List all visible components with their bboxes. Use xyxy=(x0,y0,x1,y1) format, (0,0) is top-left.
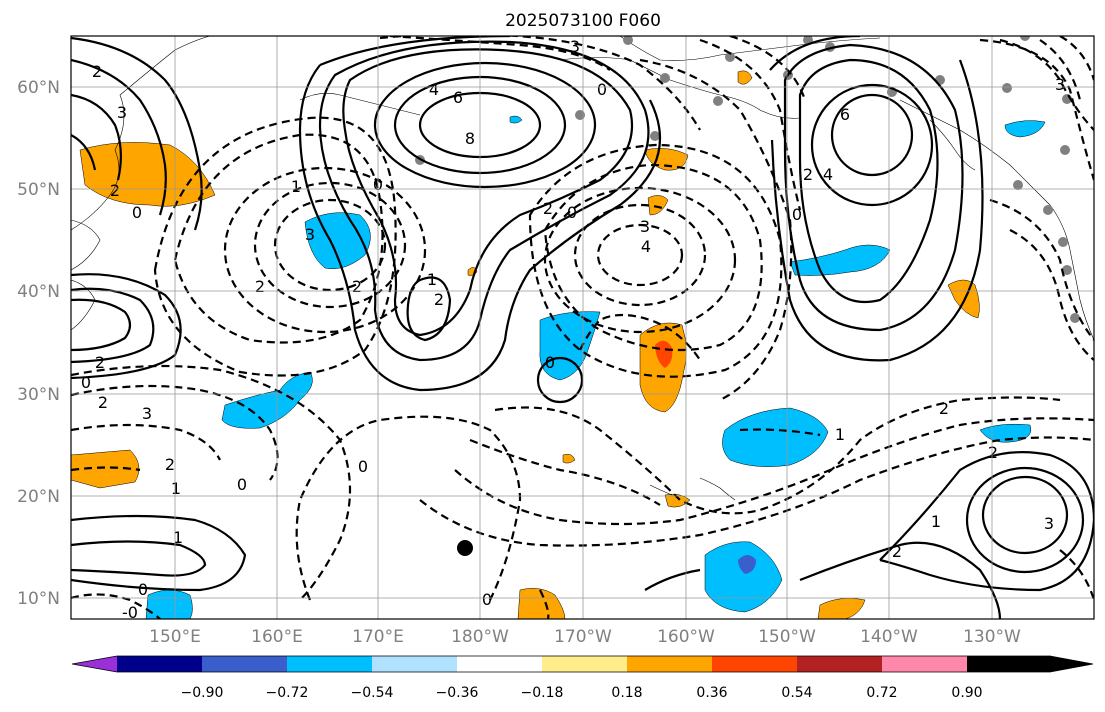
longitude-axis: 150°E 160°E 170°E 180°W 170°W 160°W 150°… xyxy=(149,627,1021,647)
contour-label: 1 xyxy=(173,528,183,547)
colorbar-segment xyxy=(712,656,797,672)
contour-label: 8 xyxy=(465,129,475,148)
contour-label: 2 xyxy=(803,165,813,184)
contour-label: 1 xyxy=(171,479,181,498)
contour-label: 1 xyxy=(427,270,437,289)
lat-label: 20°N xyxy=(17,487,60,507)
colorbar-segment xyxy=(967,656,1093,672)
lon-label: 130°W xyxy=(963,627,1021,647)
lon-label: 160°E xyxy=(251,627,303,647)
lon-label: 150°W xyxy=(758,627,816,647)
contour-label: 2 xyxy=(92,62,102,81)
colorbar-tick: 0.36 xyxy=(696,685,727,701)
map-area: 2 3 2 0 4 6 8 3 0 6 4 2 0 1 0 3 2 2 2 0 … xyxy=(71,36,1094,622)
colorbar-segment xyxy=(202,656,287,672)
lon-label: 150°E xyxy=(149,627,201,647)
storm-marker xyxy=(457,540,473,556)
colorbar-tick: −0.18 xyxy=(521,685,564,701)
colorbar-tick: 0.72 xyxy=(866,685,897,701)
colorbar-segment xyxy=(542,656,627,672)
colorbar-tick: −0.54 xyxy=(351,685,394,701)
colorbar-tick: −0.36 xyxy=(436,685,479,701)
contour-label: -0 xyxy=(122,603,138,622)
lon-label: 170°E xyxy=(352,627,404,647)
contour-label: 0 xyxy=(597,80,607,99)
contour-label: 3 xyxy=(640,217,650,236)
colorbar-tick: 0.90 xyxy=(951,685,982,701)
gridlines xyxy=(71,36,1094,619)
negative-anomaly-shading xyxy=(145,115,1046,619)
contour-label: 2 xyxy=(434,290,444,309)
lat-label: 10°N xyxy=(17,589,60,609)
contour-label: 2 xyxy=(255,277,265,296)
map-title: 2025073100 F060 xyxy=(505,11,661,31)
colorbar-tick: −0.72 xyxy=(266,685,309,701)
contour-label: 2 xyxy=(892,542,902,561)
colorbar: −0.90 −0.72 −0.54 −0.36 −0.18 0.18 0.36 … xyxy=(71,655,1094,701)
contour-label: 2 xyxy=(95,353,105,372)
contour-label: 0 xyxy=(81,373,91,392)
colorbar-segment xyxy=(117,656,202,672)
contour-label: 0 xyxy=(792,205,802,224)
lon-label: 140°W xyxy=(860,627,918,647)
colorbar-segment xyxy=(882,656,967,672)
contour-label: 0 xyxy=(237,475,247,494)
colorbar-segment xyxy=(797,656,882,672)
contour-label: 3 xyxy=(305,225,315,244)
contour-label: 4 xyxy=(641,237,651,256)
lon-label: 170°W xyxy=(554,627,612,647)
contour-label: 2 xyxy=(988,443,998,462)
contour-label: 0 xyxy=(482,590,492,609)
colorbar-segment xyxy=(72,656,117,672)
contour-label: 2 xyxy=(352,277,362,296)
contour-label: 2 xyxy=(110,181,120,200)
colorbar-segment xyxy=(287,656,372,672)
colorbar-tick: 0.18 xyxy=(611,685,642,701)
colorbar-segment xyxy=(457,656,542,672)
latitude-axis: 60°N 50°N 40°N 30°N 20°N 10°N xyxy=(17,78,60,609)
lat-label: 60°N xyxy=(17,78,60,98)
contour-label: 2 xyxy=(939,399,949,418)
contour-label: 2 xyxy=(165,455,175,474)
contour-label: 4 xyxy=(429,80,439,99)
dashed-contours xyxy=(71,36,1094,619)
lon-label: 160°W xyxy=(657,627,715,647)
contour-label: 0 xyxy=(358,457,368,476)
colorbar-segment xyxy=(372,656,457,672)
contour-label: 4 xyxy=(823,165,833,184)
contour-label: 1 xyxy=(291,177,301,196)
contour-label: 3 xyxy=(570,37,580,56)
colorbar-tick: 0.54 xyxy=(781,685,812,701)
contour-label: 0 xyxy=(138,580,148,599)
lon-label: 180°W xyxy=(451,627,509,647)
lat-label: 30°N xyxy=(17,385,60,405)
contour-label: 0 xyxy=(567,203,577,222)
contour-label: 3 xyxy=(1044,514,1054,533)
colorbar-segment xyxy=(627,656,712,672)
contour-label: 0 xyxy=(132,203,142,222)
contour-label: 2 xyxy=(98,393,108,412)
contour-label: 6 xyxy=(453,88,463,107)
contour-label: 3 xyxy=(117,103,127,122)
contour-label: 2 xyxy=(543,199,553,218)
contour-labels: 2 3 2 0 4 6 8 3 0 6 4 2 0 1 0 3 2 2 2 0 … xyxy=(81,37,1065,622)
solid-contours xyxy=(71,36,1094,619)
contour-label: 3 xyxy=(142,404,152,423)
contour-label: 1 xyxy=(835,425,845,444)
contour-label: 6 xyxy=(840,105,850,124)
contour-label: 0 xyxy=(545,353,555,372)
contour-label: 3 xyxy=(1055,75,1065,94)
colorbar-tick: −0.90 xyxy=(181,685,224,701)
lat-label: 40°N xyxy=(17,282,60,302)
contour-label: 1 xyxy=(931,512,941,531)
lat-label: 50°N xyxy=(17,180,60,200)
map-frame xyxy=(70,35,1095,620)
